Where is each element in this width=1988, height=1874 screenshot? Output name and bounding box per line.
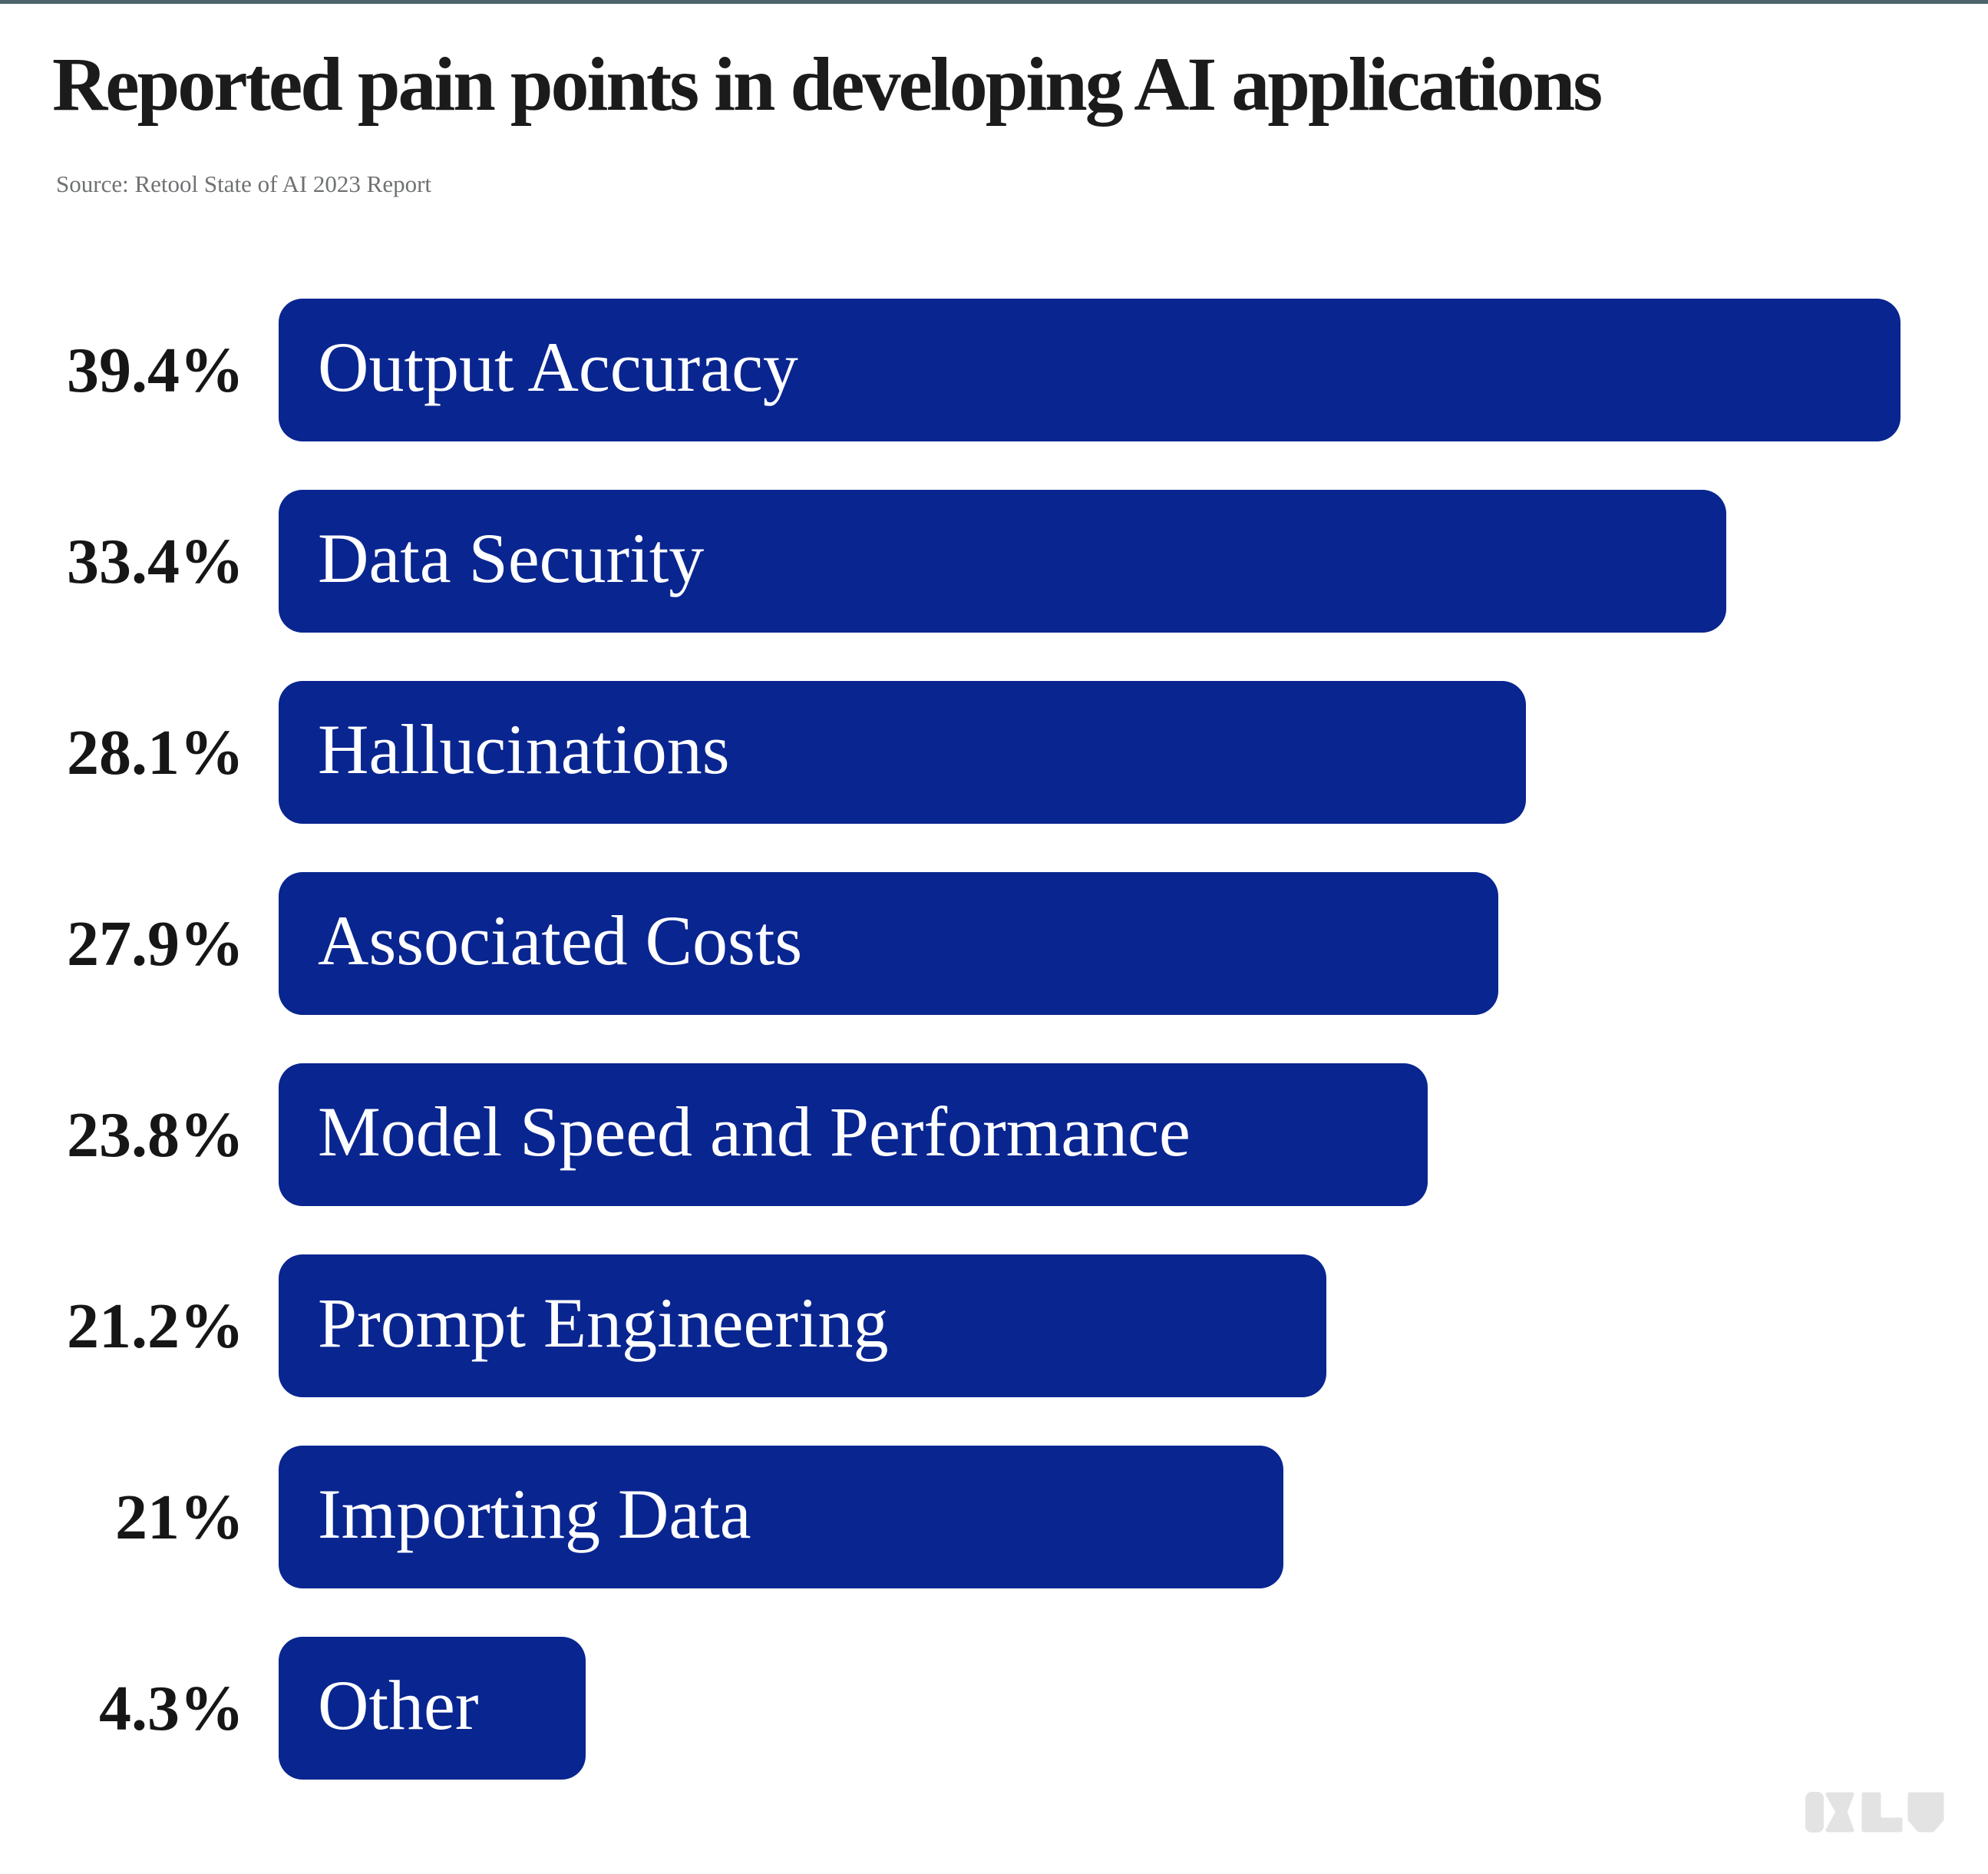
- top-accent-border: [0, 0, 1988, 4]
- bar-category-label: Data Security: [318, 519, 705, 597]
- bar-value-label: 21%: [115, 1481, 244, 1553]
- chart-title: Reported pain points in developing AI ap…: [52, 41, 1603, 127]
- klu-logo-shapes: [1805, 1792, 1944, 1833]
- bar-category-label: Associated Costs: [318, 901, 803, 980]
- bar-value-label: 39.4%: [67, 334, 244, 406]
- source-note: Source: Retool State of AI 2023 Report: [56, 170, 432, 197]
- bar-value-label: 33.4%: [67, 525, 244, 597]
- klu-logo-icon: [1805, 1792, 1944, 1833]
- bar-value-label: 28.1%: [67, 716, 244, 788]
- bar-row: 27.9% Associated Costs: [0, 872, 1988, 1015]
- bar-value-label: 23.8%: [67, 1099, 244, 1171]
- bar: Hallucinations: [279, 681, 1526, 824]
- bar-category-label: Output Accuracy: [318, 328, 798, 406]
- bar-row: 39.4% Output Accuracy: [0, 299, 1988, 441]
- bar-row: 33.4% Data Security: [0, 490, 1988, 633]
- bar-row: 21.2% Prompt Engineering: [0, 1254, 1988, 1397]
- bar-category-label: Other: [318, 1666, 479, 1744]
- bar: Output Accuracy: [279, 299, 1900, 441]
- bar-category-label: Prompt Engineering: [318, 1284, 889, 1362]
- bar-category-label: Hallucinations: [318, 710, 730, 788]
- bar: Data Security: [279, 490, 1726, 633]
- bar: Model Speed and Performance: [279, 1063, 1428, 1206]
- bar: Importing Data: [279, 1446, 1283, 1588]
- bar: Prompt Engineering: [279, 1254, 1326, 1397]
- bar: Associated Costs: [279, 872, 1498, 1015]
- bar-category-label: Importing Data: [318, 1475, 751, 1553]
- bar: Other: [279, 1637, 586, 1780]
- bar-row: 28.1% Hallucinations: [0, 681, 1988, 824]
- bar-category-label: Model Speed and Performance: [318, 1092, 1190, 1171]
- bar-row: 23.8% Model Speed and Performance: [0, 1063, 1988, 1206]
- bar-row: 21% Importing Data: [0, 1446, 1988, 1588]
- bar-row: 4.3% Other: [0, 1637, 1988, 1780]
- bar-chart: 39.4% Output Accuracy 33.4% Data Security 28…: [0, 299, 1988, 1780]
- bar-value-label: 27.9%: [67, 907, 244, 980]
- bar-value-label: 4.3%: [99, 1672, 244, 1744]
- bar-value-label: 21.2%: [67, 1290, 244, 1362]
